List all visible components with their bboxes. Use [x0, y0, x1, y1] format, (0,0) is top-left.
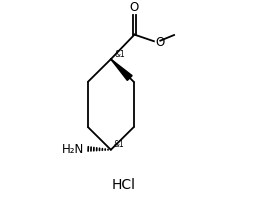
Text: O: O — [130, 1, 139, 14]
Text: HCl: HCl — [112, 177, 136, 191]
Text: &1: &1 — [113, 139, 124, 148]
Text: &1: &1 — [114, 49, 125, 58]
Text: H₂N: H₂N — [62, 143, 84, 156]
Text: O: O — [155, 35, 165, 49]
Polygon shape — [111, 60, 132, 81]
